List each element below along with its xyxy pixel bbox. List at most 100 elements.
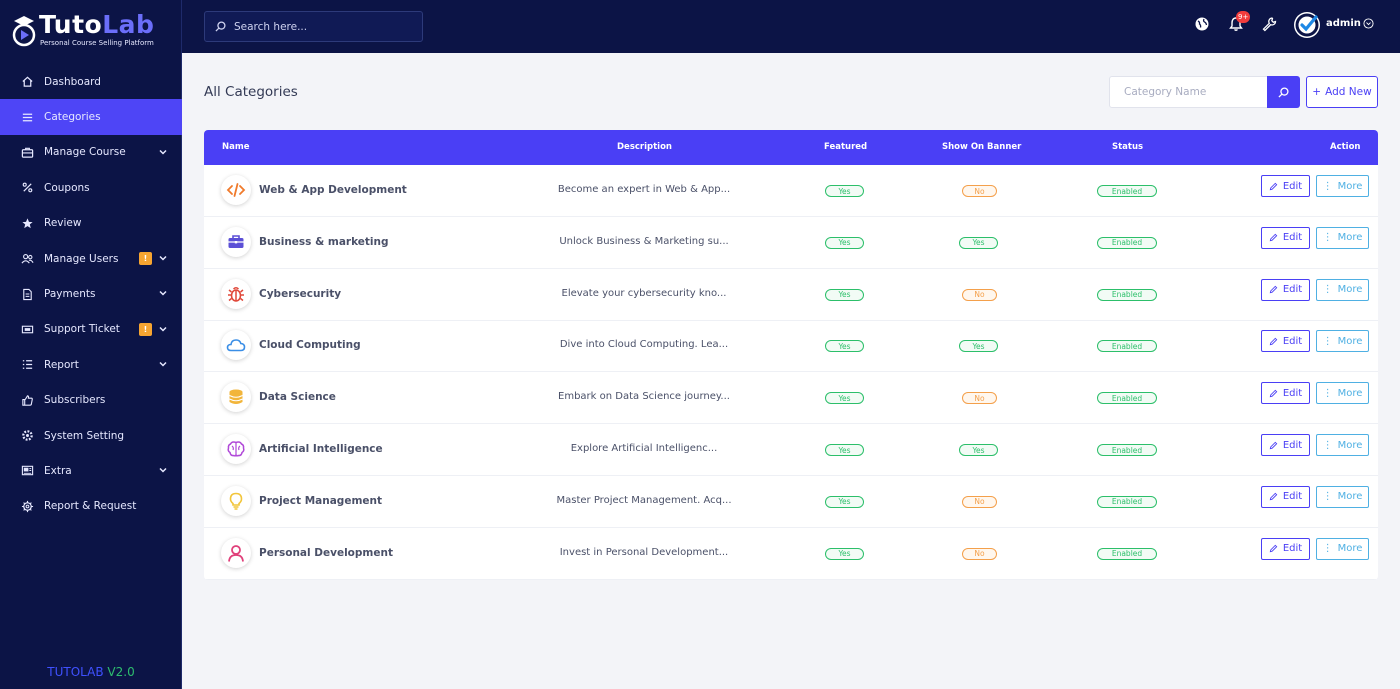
table-row: Artificial Intelligence Explore Artificia…: [204, 424, 1378, 476]
status-badge[interactable]: Enabled: [1097, 340, 1157, 353]
star-icon: [20, 216, 34, 230]
status-badge[interactable]: Enabled: [1097, 444, 1157, 456]
briefcase-icon: [221, 226, 251, 257]
user-avatar[interactable]: [1294, 12, 1320, 38]
sidebar-item-system-setting[interactable]: System Setting: [0, 418, 182, 453]
sidebar-item-categories[interactable]: Categories: [0, 99, 182, 135]
column-header-featured[interactable]: Featured: [824, 142, 868, 152]
category-name: Data Science: [259, 391, 336, 404]
edit-button[interactable]: Edit: [1261, 278, 1310, 301]
code-icon: [221, 175, 251, 205]
category-name: Artificial Intelligence: [259, 443, 383, 455]
status-badge[interactable]: Enabled: [1097, 495, 1157, 508]
sidebar-item-label: Report & Request: [44, 500, 137, 513]
edit-button[interactable]: Edit: [1261, 330, 1310, 353]
username[interactable]: admin: [1326, 18, 1361, 29]
banner-badge[interactable]: Yes: [959, 236, 998, 249]
chevron-down-icon[interactable]: [158, 147, 168, 157]
sidebar-item-coupons[interactable]: Coupons: [0, 170, 182, 205]
global-search-input[interactable]: [234, 20, 414, 33]
sidebar-item-report-request[interactable]: Report & Request: [0, 489, 182, 524]
pencil-icon: [1269, 389, 1278, 397]
chevron-down-icon[interactable]: [158, 465, 168, 475]
table-header: Name Description Featured Show On Banner…: [204, 130, 1378, 165]
sidebar-item-review[interactable]: Review: [0, 206, 182, 241]
category-description: Explore Artificial Intelligenc...: [570, 443, 718, 454]
edit-button[interactable]: Edit: [1261, 382, 1310, 405]
banner-badge[interactable]: No: [962, 185, 997, 197]
column-header-name[interactable]: Name: [222, 142, 250, 152]
edit-label: Edit: [1282, 491, 1303, 503]
edit-button[interactable]: Edit: [1261, 175, 1310, 197]
column-header-banner[interactable]: Show On Banner: [942, 142, 1022, 152]
sidebar-item-support-ticket[interactable]: Support Ticket!: [0, 312, 182, 347]
featured-badge[interactable]: Yes: [825, 288, 864, 301]
status-badge[interactable]: Enabled: [1097, 236, 1157, 249]
edit-button[interactable]: Edit: [1261, 485, 1310, 508]
edit-label: Edit: [1282, 439, 1303, 451]
sidebar-item-manage-course[interactable]: Manage Course: [0, 135, 182, 170]
globe-icon[interactable]: [1194, 16, 1210, 32]
status-badge[interactable]: Enabled: [1097, 547, 1157, 560]
banner-badge[interactable]: No: [962, 495, 997, 508]
pencil-icon: [1269, 182, 1278, 190]
sidebar-item-subscribers[interactable]: Subscribers: [0, 383, 182, 418]
more-button[interactable]: ⋮ More: [1316, 175, 1369, 197]
status-badge[interactable]: Enabled: [1097, 392, 1157, 405]
status-badge[interactable]: Enabled: [1097, 288, 1157, 301]
edit-button[interactable]: Edit: [1261, 226, 1310, 249]
global-search[interactable]: [204, 11, 423, 42]
sidebar-item-extra[interactable]: Extra: [0, 453, 182, 488]
table-row: Data Science Embark on Data Science journ…: [204, 372, 1378, 425]
chevron-down-icon[interactable]: [158, 359, 168, 369]
table-row: Web & App Development Become an expert in…: [204, 165, 1378, 217]
banner-badge[interactable]: No: [962, 547, 997, 560]
more-button[interactable]: ⋮ More: [1316, 382, 1369, 405]
more-button[interactable]: ⋮ More: [1316, 278, 1369, 301]
more-button[interactable]: ⋮ More: [1316, 537, 1369, 560]
brand-logo[interactable]: TutoLab Personal Course Selling Platform: [10, 10, 178, 52]
featured-badge[interactable]: Yes: [825, 392, 864, 405]
banner-badge[interactable]: No: [962, 392, 997, 405]
featured-badge[interactable]: Yes: [825, 340, 864, 353]
category-name: Personal Development: [259, 546, 393, 559]
more-button[interactable]: ⋮ More: [1316, 485, 1369, 508]
more-button[interactable]: ⋮ More: [1316, 330, 1369, 353]
edit-button[interactable]: Edit: [1261, 537, 1310, 560]
more-label: More: [1337, 335, 1363, 347]
featured-badge[interactable]: Yes: [825, 444, 864, 456]
category-search-input[interactable]: [1109, 76, 1268, 108]
featured-badge[interactable]: Yes: [825, 547, 864, 560]
notification-bell[interactable]: 9+: [1228, 11, 1251, 32]
more-button[interactable]: ⋮ More: [1316, 434, 1369, 456]
sidebar-item-report[interactable]: Report: [0, 347, 182, 382]
chevron-down-icon[interactable]: [158, 288, 168, 298]
sidebar-item-payments[interactable]: Payments: [0, 276, 182, 311]
featured-badge[interactable]: Yes: [825, 236, 864, 249]
category-description: Embark on Data Science journey...: [558, 391, 730, 403]
column-header-description[interactable]: Description: [617, 142, 672, 152]
top-bar: 9+ admin: [182, 0, 1400, 53]
sidebar-item-manage-users[interactable]: Manage Users!: [0, 241, 182, 276]
chevron-down-icon[interactable]: [158, 253, 168, 263]
featured-badge[interactable]: Yes: [825, 185, 864, 197]
banner-badge[interactable]: No: [962, 288, 997, 301]
cog-icon: [20, 429, 34, 443]
wrench-icon[interactable]: [1261, 16, 1277, 32]
add-new-button[interactable]: + Add New: [1306, 76, 1378, 108]
featured-badge[interactable]: Yes: [825, 495, 864, 508]
alert-badge: !: [139, 251, 152, 265]
chevron-down-icon[interactable]: [158, 324, 168, 334]
more-label: More: [1337, 387, 1363, 399]
more-button[interactable]: ⋮ More: [1316, 226, 1369, 249]
status-badge[interactable]: Enabled: [1097, 185, 1157, 197]
column-header-status[interactable]: Status: [1112, 142, 1144, 152]
banner-badge[interactable]: Yes: [959, 340, 998, 353]
sidebar-item-dashboard[interactable]: Dashboard: [0, 64, 182, 99]
more-vertical-icon: ⋮: [1322, 439, 1333, 451]
home-icon: [20, 75, 34, 89]
category-search-button[interactable]: [1267, 76, 1300, 108]
edit-button[interactable]: Edit: [1261, 434, 1310, 456]
chevron-down-icon[interactable]: [1363, 18, 1374, 29]
banner-badge[interactable]: Yes: [959, 444, 998, 456]
